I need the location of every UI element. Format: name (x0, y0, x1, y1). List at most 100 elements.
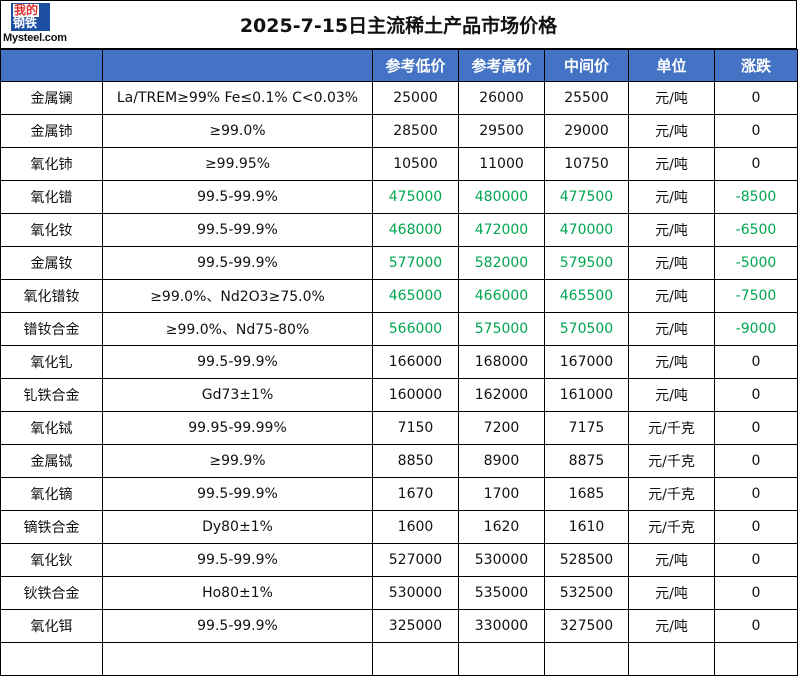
unit-cell: 元/吨 (628, 213, 715, 247)
spec-cell: 99.5-99.9% (102, 543, 373, 577)
change-cell: 0 (714, 81, 798, 115)
header-mid-price: 中间价 (544, 49, 629, 82)
mid-price-cell: 528500 (544, 543, 629, 577)
page-title: 2025-7-15日主流稀土产品市场价格 (239, 15, 558, 37)
low-price-cell (372, 642, 459, 676)
change-cell: 0 (714, 609, 798, 643)
change-cell: 0 (714, 543, 798, 577)
product-name-cell: 氧化铽 (0, 411, 103, 445)
table-row: 氧化镝 99.5-99.9% 1670 1700 1685 元/千克 0 (0, 477, 798, 511)
unit-cell: 元/吨 (628, 576, 715, 610)
table-row: 金属铽 ≥99.9% 8850 8900 8875 元/千克 0 (0, 444, 798, 478)
low-price-cell: 7150 (372, 411, 459, 445)
high-price-cell: 11000 (458, 147, 545, 181)
product-name-cell: 金属铈 (0, 114, 103, 148)
spec-cell: Ho80±1% (102, 576, 373, 610)
table-row: 氧化钬 99.5-99.9% 527000 530000 528500 元/吨 0 (0, 543, 798, 577)
high-price-cell (458, 642, 545, 676)
mid-price-cell: 29000 (544, 114, 629, 148)
logo-text: Mysteel.com (3, 32, 67, 44)
change-cell: -6500 (714, 213, 798, 247)
product-name-cell: 氧化钬 (0, 543, 103, 577)
high-price-cell: 26000 (458, 81, 545, 115)
change-cell: -8500 (714, 180, 798, 214)
logo-line2: 钢铁 (13, 16, 38, 30)
header-change: 涨跌 (714, 49, 798, 82)
low-price-cell: 28500 (372, 114, 459, 148)
product-name-cell: 氧化铈 (0, 147, 103, 181)
change-cell: -5000 (714, 246, 798, 280)
unit-cell: 元/吨 (628, 543, 715, 577)
unit-cell: 元/吨 (628, 180, 715, 214)
table-row: 钬铁合金 Ho80±1% 530000 535000 532500 元/吨 0 (0, 576, 798, 610)
mid-price-cell: 470000 (544, 213, 629, 247)
low-price-cell: 166000 (372, 345, 459, 379)
high-price-cell: 8900 (458, 444, 545, 478)
table-row: 镝铁合金 Dy80±1% 1600 1620 1610 元/千克 0 (0, 510, 798, 544)
logo-line1: 我的 (13, 3, 40, 17)
low-price-cell: 1600 (372, 510, 459, 544)
change-cell (714, 642, 798, 676)
low-price-cell: 468000 (372, 213, 459, 247)
product-name-cell: 钬铁合金 (0, 576, 103, 610)
mid-price-cell: 7175 (544, 411, 629, 445)
low-price-cell: 566000 (372, 312, 459, 346)
unit-cell: 元/千克 (628, 510, 715, 544)
high-price-cell: 29500 (458, 114, 545, 148)
spec-cell: Gd73±1% (102, 378, 373, 412)
table-row: 氧化镨钕 ≥99.0%、Nd2O3≥75.0% 465000 466000 465500… (0, 279, 798, 313)
high-price-cell: 582000 (458, 246, 545, 280)
high-price-cell: 575000 (458, 312, 545, 346)
high-price-cell: 530000 (458, 543, 545, 577)
table-row: 氧化镨 99.5-99.9% 475000 480000 477500 元/吨 -8500 (0, 180, 798, 214)
header-row: 参考低价 参考高价 中间价 单位 涨跌 (0, 49, 798, 82)
price-table: 参考低价 参考高价 中间价 单位 涨跌 金属镧 La/TREM≥99% Fe≤0.… (0, 49, 798, 676)
unit-cell: 元/千克 (628, 444, 715, 478)
product-name-cell (0, 642, 103, 676)
table-row: 钆铁合金 Gd73±1% 160000 162000 161000 元/吨 0 (0, 378, 798, 412)
spec-cell: 99.5-99.9% (102, 477, 373, 511)
mid-price-cell: 579500 (544, 246, 629, 280)
product-name-cell: 氧化镝 (0, 477, 103, 511)
high-price-cell: 1700 (458, 477, 545, 511)
table-row: 氧化铒 99.5-99.9% 325000 330000 327500 元/吨 0 (0, 609, 798, 643)
change-cell: 0 (714, 444, 798, 478)
table-row: 金属铈 ≥99.0% 28500 29500 29000 元/吨 0 (0, 114, 798, 148)
product-name-cell: 钆铁合金 (0, 378, 103, 412)
unit-cell (628, 642, 715, 676)
low-price-cell: 10500 (372, 147, 459, 181)
spec-cell: ≥99.9% (102, 444, 373, 478)
table-row (0, 642, 798, 676)
high-price-cell: 480000 (458, 180, 545, 214)
product-name-cell: 氧化镨钕 (0, 279, 103, 313)
low-price-cell: 475000 (372, 180, 459, 214)
mid-price-cell: 532500 (544, 576, 629, 610)
unit-cell: 元/吨 (628, 609, 715, 643)
title-row: 我的 钢铁 Mysteel.com 2025-7-15日主流稀土产品市场价格 (0, 0, 797, 49)
low-price-cell: 465000 (372, 279, 459, 313)
high-price-cell: 162000 (458, 378, 545, 412)
unit-cell: 元/吨 (628, 279, 715, 313)
table-row: 氧化钆 99.5-99.9% 166000 168000 167000 元/吨 0 (0, 345, 798, 379)
spec-cell: La/TREM≥99% Fe≤0.1% C<0.03% (102, 81, 373, 115)
table-row: 金属镧 La/TREM≥99% Fe≤0.1% C<0.03% 25000 26000… (0, 81, 798, 115)
change-cell: 0 (714, 576, 798, 610)
product-name-cell: 镨钕合金 (0, 312, 103, 346)
mid-price-cell (544, 642, 629, 676)
spec-cell: ≥99.95% (102, 147, 373, 181)
unit-cell: 元/吨 (628, 312, 715, 346)
product-name-cell: 金属铽 (0, 444, 103, 478)
unit-cell: 元/千克 (628, 477, 715, 511)
high-price-cell: 535000 (458, 576, 545, 610)
low-price-cell: 8850 (372, 444, 459, 478)
table-row: 氧化铽 99.95-99.99% 7150 7200 7175 元/千克 0 (0, 411, 798, 445)
spec-cell: 99.5-99.9% (102, 180, 373, 214)
mid-price-cell: 327500 (544, 609, 629, 643)
mid-price-cell: 477500 (544, 180, 629, 214)
unit-cell: 元/吨 (628, 81, 715, 115)
spec-cell: 99.5-99.9% (102, 246, 373, 280)
mid-price-cell: 1685 (544, 477, 629, 511)
product-name-cell: 氧化铒 (0, 609, 103, 643)
spec-cell: ≥99.0%、Nd2O3≥75.0% (102, 279, 373, 313)
product-name-cell: 氧化钕 (0, 213, 103, 247)
